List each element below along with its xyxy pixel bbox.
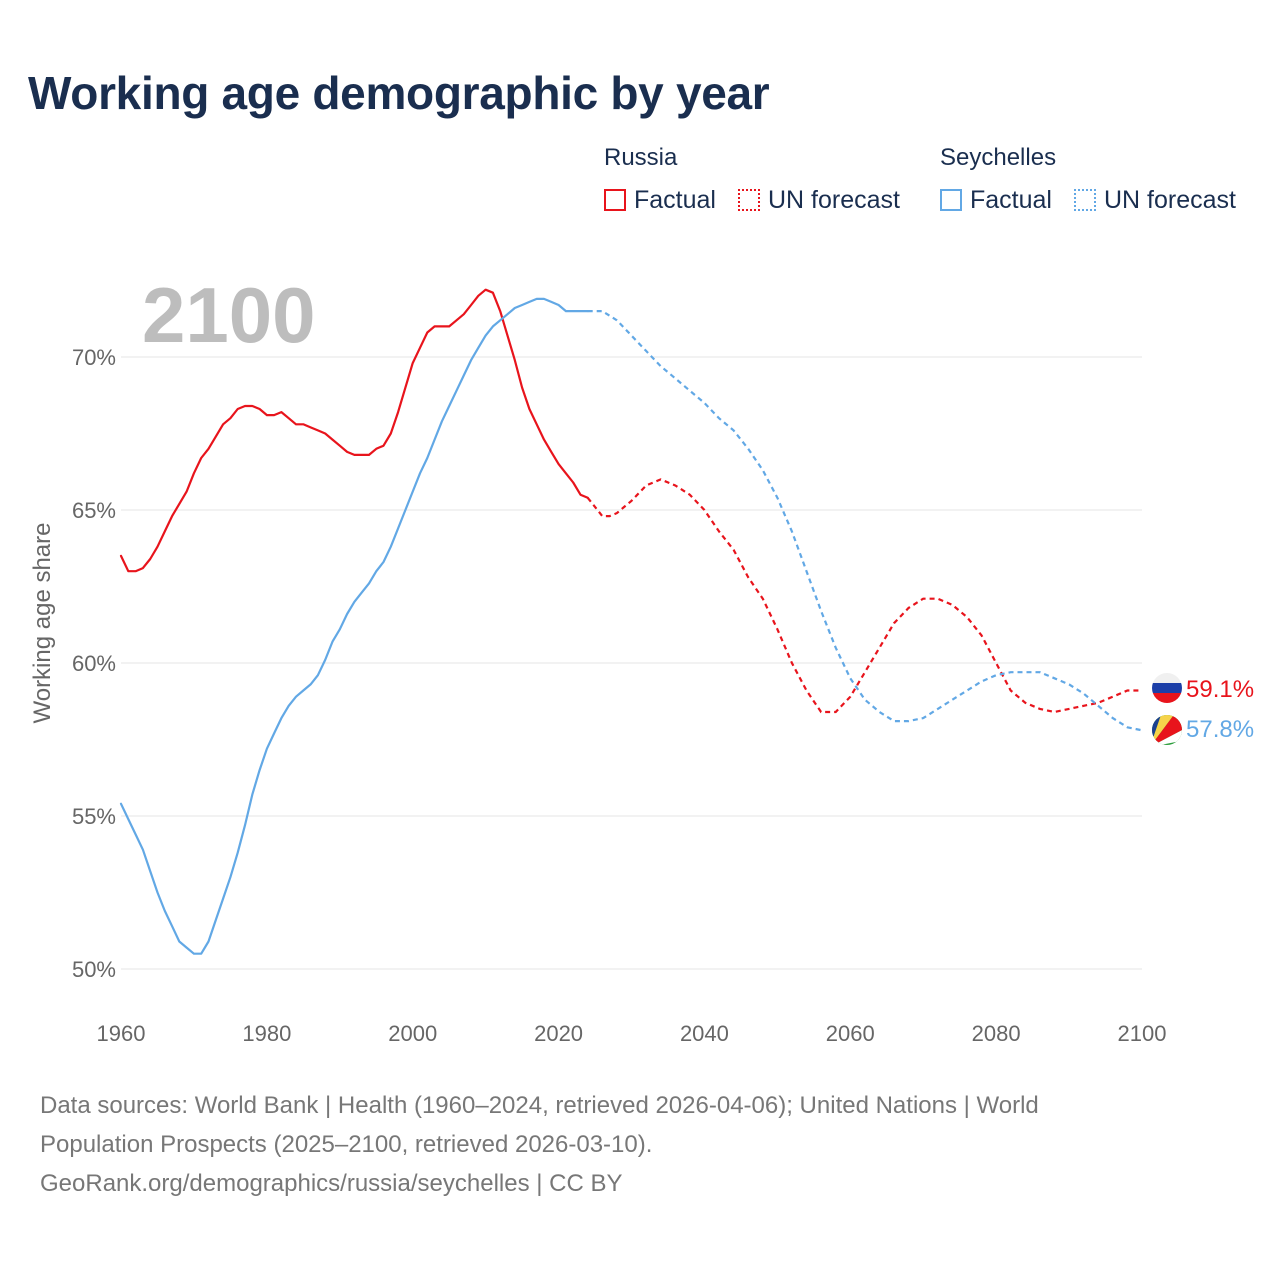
x-tick-label: 2020 — [534, 1021, 583, 1046]
footer-line-3[interactable]: GeoRank.org/demographics/russia/seychell… — [40, 1170, 623, 1197]
chart-title: Working age demographic by year — [28, 67, 770, 119]
legend-label-russia-factual: Factual — [634, 185, 716, 214]
y-axis-ticks: 50% 55% 60% 65% 70% — [72, 345, 116, 982]
legend-swatch-russia-forecast — [738, 189, 760, 211]
y-tick-label: 60% — [72, 651, 116, 676]
year-watermark: 2100 — [142, 271, 316, 359]
end-label-seychelles: 57.8% — [1186, 716, 1254, 743]
line-chart: 50% 55% 60% 65% 70% 1960 1980 2000 2020 2040 2060… — [29, 271, 1254, 1046]
y-axis-label: Working age share — [29, 523, 56, 724]
footer-line-1: Data sources: World Bank | Health (1960–… — [40, 1092, 1039, 1119]
legend-item-seychelles-factual[interactable]: Factual — [940, 186, 1052, 214]
x-tick-label: 2060 — [826, 1021, 875, 1046]
seychelles-flag-icon — [1152, 715, 1182, 745]
legend-label-russia-forecast: UN forecast — [768, 185, 900, 214]
legend-item-russia-forecast[interactable]: UN forecast — [738, 186, 900, 214]
legend-item-seychelles-forecast[interactable]: UN forecast — [1074, 186, 1236, 214]
series-lines — [119, 288, 1143, 955]
series-line-russia-factual — [119, 288, 589, 573]
legend-swatch-russia-factual — [604, 189, 626, 211]
y-tick-label: 50% — [72, 957, 116, 982]
series-line-seychelles-forecast — [587, 310, 1143, 732]
russia-flag-icon — [1152, 673, 1182, 703]
footer-line-2: Population Prospects (2025–2100, retriev… — [40, 1131, 653, 1158]
x-tick-label: 2040 — [680, 1021, 729, 1046]
series-line-russia-forecast — [586, 478, 1142, 714]
x-tick-label: 1960 — [97, 1021, 146, 1046]
legend-label-seychelles-forecast: UN forecast — [1104, 185, 1236, 214]
y-tick-label: 65% — [72, 498, 116, 523]
legend-swatch-seychelles-forecast — [1074, 189, 1096, 211]
end-label-russia: 59.1% — [1186, 676, 1254, 703]
x-tick-label: 1980 — [242, 1021, 291, 1046]
series-line-seychelles-factual — [119, 297, 589, 955]
x-axis-ticks: 1960 1980 2000 2020 2040 2060 2080 2100 — [97, 1021, 1167, 1046]
legend-label-seychelles-factual: Factual — [970, 185, 1052, 214]
legend-swatch-seychelles-factual — [940, 189, 962, 211]
x-tick-label: 2080 — [972, 1021, 1021, 1046]
legend-group-seychelles: Seychelles — [940, 144, 1057, 171]
grid-lines — [121, 356, 1142, 970]
legend-group-russia: Russia — [604, 144, 678, 171]
legend-item-russia-factual[interactable]: Factual — [604, 186, 716, 214]
y-tick-label: 55% — [72, 804, 116, 829]
x-tick-label: 2100 — [1118, 1021, 1167, 1046]
footer-source: Data sources: World Bank | Health (1960–… — [40, 1086, 1200, 1203]
y-tick-label: 70% — [72, 345, 116, 370]
x-tick-label: 2000 — [388, 1021, 437, 1046]
